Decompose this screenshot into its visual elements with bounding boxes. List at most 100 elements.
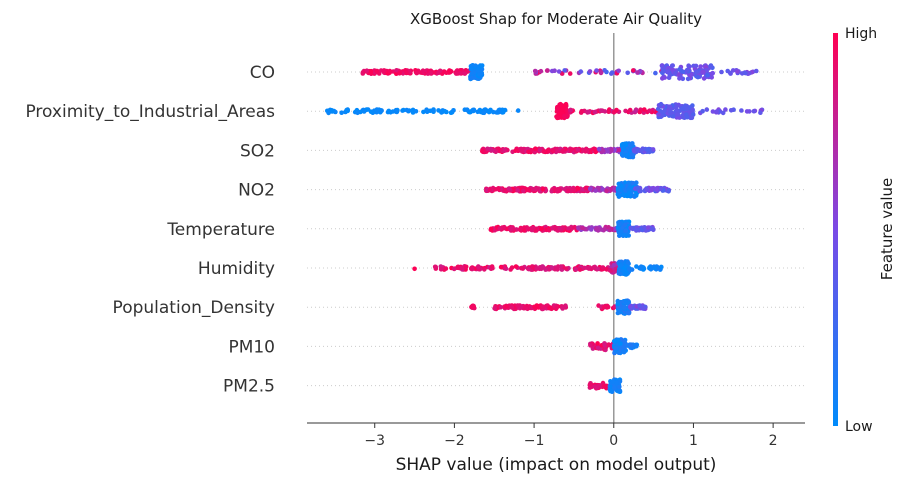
data-point (568, 147, 574, 153)
data-point (575, 186, 581, 191)
data-point (355, 110, 360, 116)
data-point (635, 70, 640, 75)
data-point (588, 186, 593, 192)
data-point (513, 264, 519, 269)
data-point (602, 226, 608, 232)
colorbar-high-label: High (845, 26, 877, 42)
data-point (539, 226, 544, 231)
data-point (604, 383, 609, 389)
data-point (634, 227, 640, 233)
data-point (588, 343, 593, 348)
data-point (700, 70, 706, 75)
data-point (621, 349, 627, 355)
data-point (685, 76, 691, 82)
data-point (538, 68, 544, 74)
data-point (530, 186, 536, 192)
data-point (662, 75, 667, 80)
data-point (637, 303, 642, 308)
data-point (431, 107, 436, 113)
data-point (562, 103, 568, 108)
x-axis-label: SHAP value (impact on model output) (396, 455, 717, 475)
data-point (551, 148, 557, 153)
x-tick-label: 0 (609, 433, 618, 449)
data-point (614, 380, 619, 385)
data-point (710, 109, 716, 114)
data-point (659, 113, 665, 119)
data-point (642, 107, 647, 112)
data-point (420, 68, 426, 73)
data-point (555, 148, 560, 154)
data-point (562, 68, 567, 73)
data-point (592, 109, 598, 115)
data-point (604, 305, 610, 310)
data-point (637, 109, 642, 115)
data-point (424, 107, 429, 112)
data-point (546, 147, 551, 153)
data-point (623, 343, 629, 348)
data-point (609, 70, 615, 75)
data-point (506, 186, 512, 192)
data-point (421, 109, 426, 115)
data-point (476, 65, 481, 71)
data-point (587, 69, 593, 74)
data-point (515, 303, 520, 308)
data-point (515, 108, 521, 113)
data-point (700, 108, 705, 114)
data-point (567, 71, 573, 76)
data-point (566, 226, 571, 231)
data-point (754, 68, 759, 74)
data-point (690, 107, 695, 112)
data-point (728, 108, 734, 113)
data-point (735, 69, 740, 74)
data-point (613, 346, 619, 351)
data-point (401, 107, 406, 113)
data-point (339, 110, 344, 115)
data-point (475, 264, 481, 269)
data-point (573, 267, 579, 272)
data-point (486, 109, 492, 115)
data-point (578, 69, 584, 74)
data-point (515, 188, 520, 193)
data-point (560, 148, 565, 154)
data-point (560, 106, 566, 112)
data-point (638, 188, 643, 194)
data-point (598, 108, 604, 113)
data-point (628, 342, 634, 348)
feature-label: PM10 (228, 337, 275, 357)
data-point (604, 188, 609, 194)
x-tick-label: −2 (444, 433, 465, 449)
data-point (561, 113, 567, 119)
data-point (443, 266, 449, 271)
data-point (600, 187, 605, 192)
data-point (610, 379, 616, 385)
data-point (595, 266, 600, 272)
data-point (727, 70, 733, 76)
data-point (526, 187, 532, 193)
data-point (641, 306, 646, 311)
data-point (502, 188, 508, 194)
data-point (623, 153, 629, 158)
data-point (594, 226, 599, 232)
data-point (618, 341, 623, 347)
data-point (720, 110, 726, 116)
feature-label: PM2.5 (223, 377, 275, 397)
data-point (630, 141, 635, 147)
data-point (414, 70, 420, 76)
data-point (624, 300, 629, 306)
data-point (596, 146, 602, 152)
data-point (387, 68, 393, 74)
data-point (708, 64, 714, 69)
data-point (625, 70, 630, 76)
data-point (463, 264, 469, 270)
data-point (498, 264, 504, 270)
data-point (374, 69, 379, 74)
data-point (626, 190, 632, 195)
data-point (552, 68, 557, 73)
data-point (606, 109, 611, 114)
data-point (684, 106, 689, 112)
data-point (611, 338, 617, 344)
feature-labels: CO Proximity_to_Industrial_Areas SO2 NO2 Tem… (25, 63, 275, 397)
data-point (493, 149, 499, 155)
data-point (502, 147, 507, 152)
data-point (477, 72, 482, 77)
